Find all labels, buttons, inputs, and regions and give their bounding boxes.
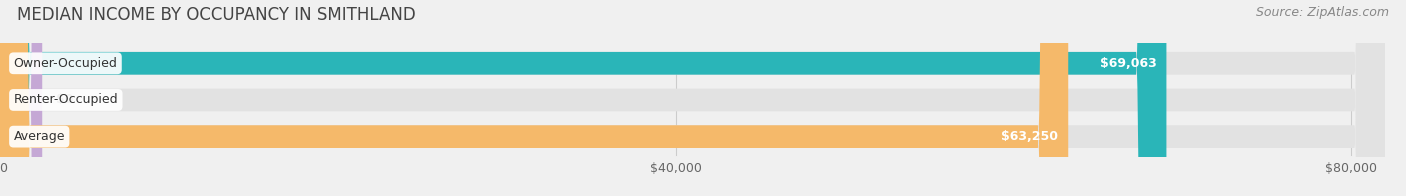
Text: Renter-Occupied: Renter-Occupied: [14, 93, 118, 106]
Text: $69,063: $69,063: [1099, 57, 1156, 70]
Text: Average: Average: [14, 130, 65, 143]
Text: Owner-Occupied: Owner-Occupied: [14, 57, 117, 70]
Text: $63,250: $63,250: [1001, 130, 1059, 143]
Text: $0: $0: [56, 93, 73, 106]
FancyBboxPatch shape: [0, 0, 1167, 196]
FancyBboxPatch shape: [0, 0, 42, 196]
Text: Source: ZipAtlas.com: Source: ZipAtlas.com: [1256, 6, 1389, 19]
FancyBboxPatch shape: [0, 0, 1069, 196]
Text: MEDIAN INCOME BY OCCUPANCY IN SMITHLAND: MEDIAN INCOME BY OCCUPANCY IN SMITHLAND: [17, 6, 416, 24]
